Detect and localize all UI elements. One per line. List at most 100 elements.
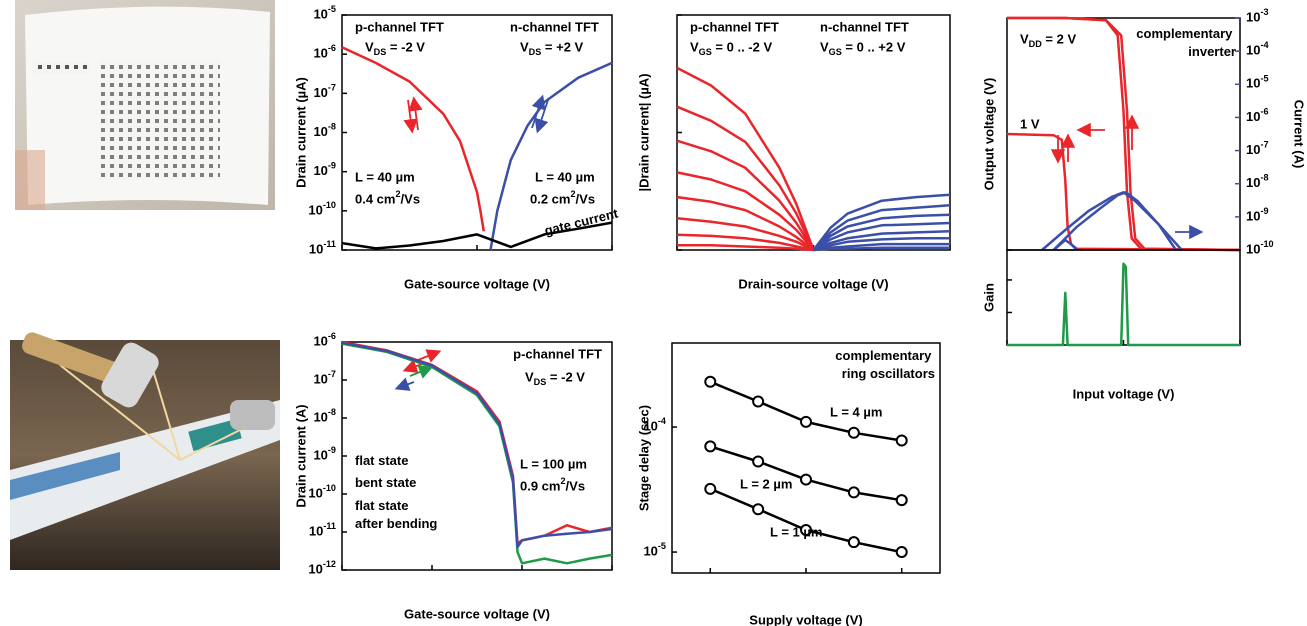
y2-axis-label: Current (A) (1292, 100, 1307, 169)
y-tick-label: 10-5 (643, 541, 666, 558)
series-line (709, 487, 902, 554)
y-axis-label: Drain current (µA) (293, 77, 308, 188)
series-line (1052, 238, 1078, 251)
y-axis-label: Gain (981, 283, 996, 312)
series-line (812, 204, 951, 251)
data-point (800, 415, 812, 428)
y2-tick-label: 10-6 (1246, 107, 1269, 124)
annotation: VDS = -2 V (525, 369, 585, 387)
y-tick-label: 10-6 (313, 44, 336, 61)
x-axis-label: Input voltage (V) (1073, 386, 1175, 401)
y-axis-label: Output voltage (V) (981, 78, 996, 191)
series-line (676, 171, 815, 251)
series-line (1007, 262, 1240, 347)
series-line (812, 193, 951, 251)
annotation: L = 40 µm (355, 169, 415, 184)
annotation: VDS = +2 V (520, 39, 584, 57)
y2-tick-label: 10-5 (1246, 74, 1269, 91)
data-point (704, 482, 717, 495)
y2-tick-label: 10-4 (1246, 41, 1269, 58)
y-axis-label: Stage delay (sec) (636, 405, 651, 511)
annotation: p-channel TFT (513, 346, 602, 361)
x-axis-label: Supply voltage (V) (749, 612, 862, 626)
y-tick-label: 10-5 (313, 4, 336, 21)
x-axis-label: Gate-source voltage (V) (404, 606, 550, 621)
series-line (813, 229, 951, 252)
y-tick-label: 10-9 (313, 445, 336, 462)
series-line (676, 195, 815, 251)
y-tick-label: 10-11 (309, 239, 336, 256)
series-line (1007, 16, 1241, 252)
annotation: n-channel TFT (820, 19, 909, 34)
series-line (341, 341, 613, 549)
series-label: bent state (355, 475, 416, 490)
data-point (704, 375, 717, 388)
annotation: 0.2 cm2/Vs (530, 189, 595, 206)
y2-tick-label: 10-8 (1246, 173, 1269, 190)
y2-tick-label: 10-9 (1246, 206, 1269, 223)
data-point (895, 546, 908, 559)
y-tick-label: 10-6 (313, 331, 336, 348)
series-line (813, 237, 950, 252)
series-line (676, 66, 815, 251)
y-tick-label: 10-11 (309, 521, 336, 538)
series-line (341, 46, 486, 232)
data-point (752, 395, 765, 408)
annotation: p-channel TFT (690, 19, 779, 34)
data-point (895, 434, 908, 447)
annotation: complementary inverter (1136, 26, 1236, 59)
y-tick-label: 10-8 (313, 407, 336, 424)
annotation: L = 100 µm (520, 456, 587, 471)
photo-probe-setup (10, 332, 280, 570)
y2-tick-label: 10-3 (1246, 7, 1269, 24)
data-point (847, 426, 860, 439)
y-tick-label: 10-10 (308, 200, 336, 217)
series-line (1052, 191, 1177, 251)
photo-flexible-substrate (15, 0, 275, 210)
data-point (752, 503, 765, 516)
y-tick-label: 10-8 (313, 122, 336, 139)
y-tick-label: 10-10 (308, 483, 336, 500)
series-line (676, 139, 815, 251)
x-axis-label: Drain-source voltage (V) (738, 276, 888, 291)
y-tick-label: 10-12 (308, 559, 336, 576)
y-tick-label: 10-7 (313, 369, 336, 386)
data-point (752, 455, 765, 468)
series-line (677, 244, 814, 252)
annotation: L = 40 µm (535, 169, 595, 184)
series-line (489, 61, 613, 251)
annotation: VGS = 0 .. +2 V (820, 39, 906, 57)
annotation: VDD = 2 V (1020, 31, 1076, 49)
data-point (847, 486, 860, 499)
series-label: L = 4 µm (830, 404, 882, 419)
y2-tick-label: 10-7 (1246, 140, 1269, 157)
x-axis-label: Gate-source voltage (V) (404, 276, 550, 291)
annotation: 0.4 cm2/Vs (355, 189, 420, 206)
y-axis-label: Drain current (A) (293, 404, 308, 507)
y2-tick-label: 10-10 (1246, 239, 1274, 256)
annotation: n-channel TFT (510, 19, 599, 34)
series-line (812, 213, 951, 251)
y-tick-label: 10-7 (313, 83, 336, 100)
series-line (813, 246, 950, 252)
data-point (847, 536, 860, 549)
series-line (676, 217, 815, 252)
data-point (704, 440, 717, 453)
annotation: 0.9 cm2/Vs (520, 476, 585, 493)
annotation: p-channel TFT (355, 19, 444, 34)
data-point (800, 524, 812, 537)
series-label: flat state after bending (355, 498, 437, 531)
data-point (895, 494, 908, 507)
data-point (800, 473, 812, 486)
series-label: L = 1 µm (770, 524, 822, 539)
arrows (394, 94, 1204, 391)
series-label: flat state (355, 453, 408, 468)
annotation: VGS = 0 .. -2 V (690, 39, 772, 57)
annotation: gate current (543, 205, 620, 238)
series-label: L = 2 µm (740, 476, 792, 491)
series-line (676, 105, 815, 251)
annotation: complementary ring oscillators (835, 348, 935, 381)
annotation: VDS = -2 V (365, 39, 425, 57)
y-tick-label: 10-9 (313, 161, 336, 178)
